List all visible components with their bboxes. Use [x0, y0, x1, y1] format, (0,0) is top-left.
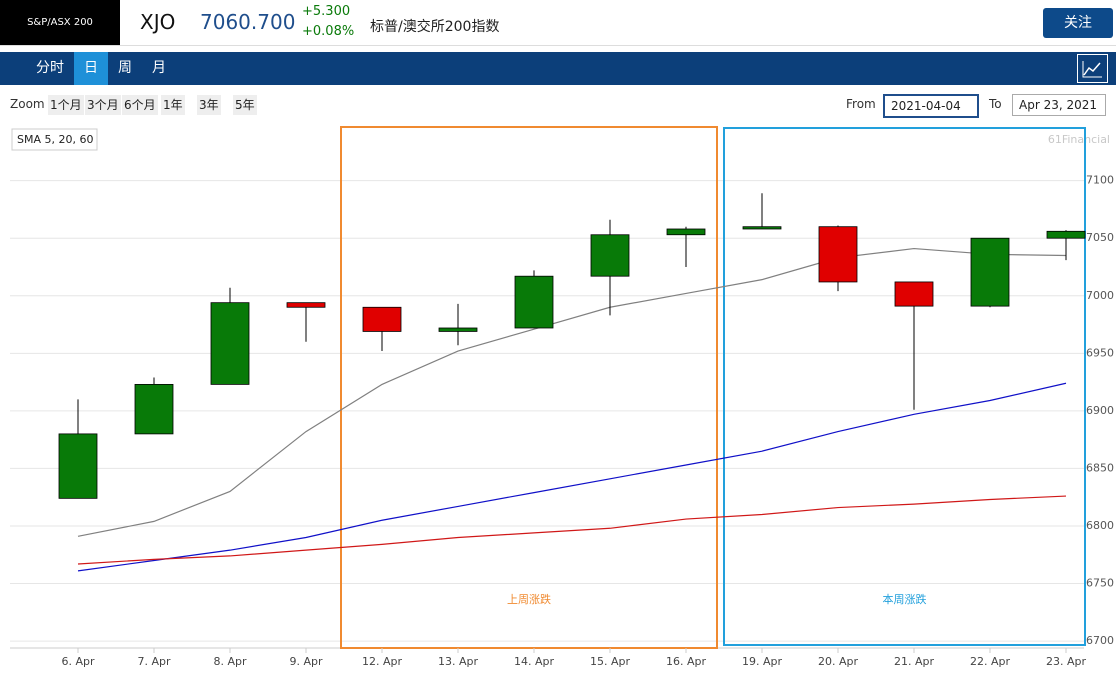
y-tick-label: 7100 — [1086, 174, 1114, 187]
y-tick-label: 7050 — [1086, 231, 1114, 244]
candle-body — [362, 306, 402, 332]
candle-body — [210, 302, 250, 385]
sma-line — [77, 247, 1067, 537]
zoom-label: Zoom — [10, 97, 45, 111]
candle-body — [1046, 230, 1086, 239]
to-input[interactable]: Apr 23, 2021 — [1012, 94, 1106, 116]
candle-body — [970, 237, 1010, 307]
chart-icon[interactable] — [1077, 54, 1108, 83]
x-tick-label: 14. Apr — [514, 655, 554, 668]
y-tick-label: 6900 — [1086, 404, 1114, 417]
x-tick-label: 13. Apr — [438, 655, 478, 668]
nav-tab[interactable]: 日 — [74, 52, 108, 85]
nav-bar: 分时日周 月 — [0, 52, 1116, 85]
zoom-button[interactable]: 1年 — [161, 95, 185, 115]
candle-body — [742, 226, 782, 230]
chart: SMA 5, 20, 60 61Financial 6700 6750 6800 68… — [10, 126, 1114, 668]
x-tick-label: 20. Apr — [818, 655, 858, 668]
credit: 61Financial — [1048, 133, 1110, 146]
index-badge: S&P/ASX 200 — [0, 0, 120, 45]
candle-body — [286, 302, 326, 308]
y-tick-label: 7000 — [1086, 289, 1114, 302]
x-tick-label: 16. Apr — [666, 655, 706, 668]
change: +5.300 — [302, 4, 351, 19]
sma-line — [77, 495, 1067, 565]
sma-line — [77, 382, 1067, 572]
x-tick-label: 9. Apr — [289, 655, 322, 668]
x-tick-label: 21. Apr — [894, 655, 934, 668]
indicator-box — [11, 128, 98, 151]
y-tick-label: 6950 — [1086, 346, 1114, 359]
change-pct: +0.08% — [302, 24, 355, 39]
x-tick-label: 8. Apr — [213, 655, 246, 668]
zoom-button[interactable]: 3年 — [197, 95, 221, 115]
x-tick-label: 23. Apr — [1046, 655, 1086, 668]
x-tick-label: 12. Apr — [362, 655, 402, 668]
candle-body — [58, 433, 98, 499]
y-tick-label: 6850 — [1086, 461, 1114, 474]
candle-body — [438, 327, 478, 332]
candle-body — [894, 281, 934, 307]
x-tick-label: 22. Apr — [970, 655, 1010, 668]
candle-body — [134, 383, 174, 435]
to-label: To — [989, 97, 1002, 111]
annotation-label: 上周涨跌 — [507, 592, 551, 606]
x-tick-label: 7. Apr — [137, 655, 170, 668]
from-input[interactable]: 2021-04-04 — [883, 94, 979, 118]
candle-body — [590, 234, 630, 277]
from-label: From — [846, 97, 876, 111]
x-tick-label: 15. Apr — [590, 655, 630, 668]
candle-body — [666, 228, 706, 236]
zoom-button[interactable]: 1个月 — [48, 95, 84, 115]
x-tick-label: 19. Apr — [742, 655, 782, 668]
indicator-label: SMA 5, 20, 60 — [17, 133, 93, 146]
y-tick-label: 6750 — [1086, 577, 1114, 590]
nav-tab[interactable]: 月 — [152, 60, 166, 76]
symbol: XJO — [140, 10, 176, 34]
annotation-box — [723, 127, 1086, 646]
x-tick-label: 6. Apr — [61, 655, 94, 668]
zoom-button[interactable]: 3个月 — [85, 95, 121, 115]
nav-tab[interactable]: 分时 — [36, 60, 64, 76]
y-tick-label: 6700 — [1086, 634, 1114, 647]
index-name: 标普/澳交所200指数 — [370, 19, 500, 35]
price: 7060.700 — [200, 10, 296, 34]
candle-body — [818, 226, 858, 283]
chart-icon-glyph — [1082, 61, 1102, 78]
nav-tab[interactable]: 周 — [118, 60, 132, 76]
zoom-button[interactable]: 6个月 — [122, 95, 158, 115]
annotation-box — [340, 126, 718, 649]
annotation-label: 本周涨跌 — [883, 592, 927, 606]
header: S&P/ASX 200 XJO 7060.700 +5.300 +0.08% 标… — [0, 0, 1116, 46]
zoom-button[interactable]: 5年 — [233, 95, 257, 115]
follow-button[interactable]: 关注 — [1043, 8, 1113, 38]
y-tick-label: 6800 — [1086, 519, 1114, 532]
candle-body — [514, 275, 554, 329]
